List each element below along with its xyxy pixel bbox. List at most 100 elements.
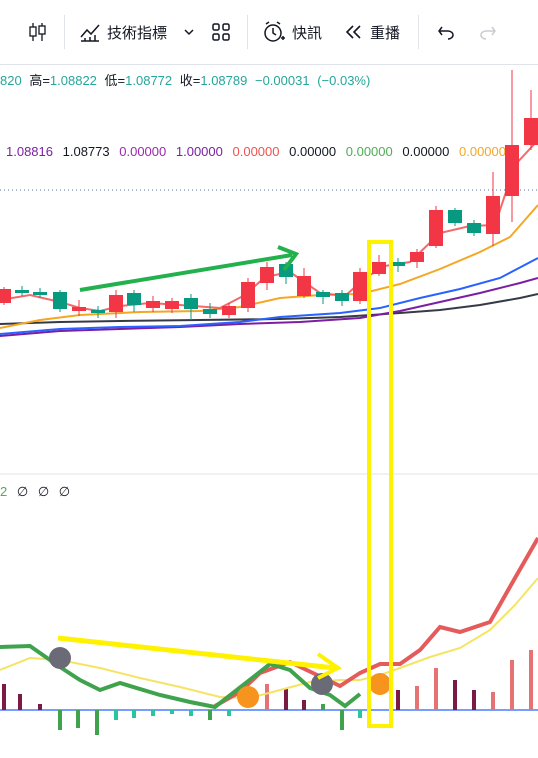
highlight-box xyxy=(367,240,393,728)
candle-body xyxy=(72,307,86,311)
candle-body xyxy=(146,301,160,308)
oscillator-bar xyxy=(453,680,457,710)
oscillator-value: ∅ xyxy=(58,484,71,499)
candle-body xyxy=(109,295,123,312)
oscillator-bar xyxy=(510,660,514,710)
candle-body xyxy=(260,267,274,283)
candle-body xyxy=(467,223,481,233)
redo-button[interactable] xyxy=(479,10,497,54)
oscillator-value: ∅ xyxy=(16,484,29,499)
oscillator-orange-dot xyxy=(369,673,391,695)
oscillator-bar xyxy=(132,710,136,718)
candle-body xyxy=(372,262,386,274)
toolbar-divider xyxy=(247,15,249,49)
oscillator-bar xyxy=(95,710,99,735)
close-label: 收= xyxy=(179,73,201,88)
oscillator-bar xyxy=(529,650,533,710)
indicators-dropdown[interactable] xyxy=(183,10,195,54)
oscillator-bar xyxy=(340,710,344,730)
candle-body xyxy=(203,309,217,314)
candle-body xyxy=(127,293,141,305)
ma-purple-line xyxy=(0,277,538,337)
indicator-value: 1.08773 xyxy=(62,144,110,159)
oscillator-bar xyxy=(170,710,174,714)
candle-body xyxy=(391,262,405,266)
oscillator-bar xyxy=(114,710,118,720)
candle-body xyxy=(353,272,367,301)
change-percent: (−0.03%) xyxy=(317,73,371,88)
oscillator-bar xyxy=(358,710,362,718)
layout-button[interactable] xyxy=(211,10,231,54)
oscillator-bar xyxy=(2,684,6,710)
undo-icon xyxy=(438,26,454,40)
high-value: 1.08822 xyxy=(49,73,97,88)
oscillator-value: ∅ xyxy=(37,484,50,499)
replay-button[interactable]: 重播 xyxy=(344,10,400,54)
ohlc-legend: 820 高=1.08822 低=1.08772 收=1.08789 −0.000… xyxy=(0,70,370,89)
oscillator-gray-dot xyxy=(311,673,333,695)
chevron-down-icon xyxy=(184,29,194,36)
indicator-value: 1.00000 xyxy=(175,144,223,159)
undo-button[interactable] xyxy=(437,10,455,54)
oscillator-green-line xyxy=(0,643,362,710)
candlestick-series xyxy=(0,70,538,320)
low-value: 1.08772 xyxy=(125,73,173,88)
oscillator-bar xyxy=(265,684,269,710)
oscillator-histogram xyxy=(2,650,533,735)
layout-icon xyxy=(212,23,230,41)
oscillator-bar xyxy=(18,694,22,710)
oscillator-bar xyxy=(151,710,155,716)
indicator-value: 0.00000 xyxy=(402,144,450,159)
candle-body xyxy=(15,290,29,293)
candle-body xyxy=(448,210,462,223)
indicator-value: 0.00000 xyxy=(289,144,337,159)
oscillator-legend: 2 ∅ ∅ ∅ xyxy=(0,484,70,500)
candle-body xyxy=(53,292,67,309)
indicator-value: 0.00000 xyxy=(119,144,167,159)
low-label: 低= xyxy=(104,73,126,88)
close-value: 1.08789 xyxy=(200,73,248,88)
redo-icon xyxy=(480,26,496,40)
oscillator-yellow-line xyxy=(0,577,538,700)
candle-type-icon xyxy=(29,23,46,41)
candle-body xyxy=(279,264,293,277)
candle-body xyxy=(297,276,311,296)
indicator-value: 0.00000 xyxy=(232,144,280,159)
candle-body xyxy=(335,293,349,301)
toolbar-divider xyxy=(64,15,65,49)
oscillator-bar xyxy=(396,690,400,710)
alert-clock-icon xyxy=(264,21,286,42)
candle-body xyxy=(165,301,179,309)
indicator-value: 1.08816 xyxy=(6,144,53,159)
change-value: −0.00031 xyxy=(254,73,310,88)
oscillator-bar xyxy=(472,690,476,710)
alerts-button[interactable]: 快訊 xyxy=(262,10,322,54)
oscillator-red-line xyxy=(214,537,538,708)
candle-body xyxy=(91,310,105,313)
high-label: 高= xyxy=(29,73,50,88)
ma-black-line xyxy=(0,293,538,325)
oscillator-bar xyxy=(227,710,231,716)
candle-body xyxy=(184,298,198,309)
indicators-label: 技術指標 xyxy=(107,24,168,42)
candle-body xyxy=(241,282,255,308)
indicator-value: 0.00000 xyxy=(459,144,506,159)
oscillator-bar xyxy=(491,692,495,710)
oscillator-gray-dot xyxy=(49,647,71,669)
toolbar-divider xyxy=(418,15,420,49)
oscillator-partial-value: 2 xyxy=(0,484,8,499)
oscillator-bar xyxy=(208,710,212,720)
oscillator-bar xyxy=(321,704,325,710)
candle-body xyxy=(524,118,538,145)
oscillator-bar xyxy=(284,688,288,710)
ma-blue-line xyxy=(0,257,538,335)
indicator-values-legend: 1.08816 1.08773 0.00000 1.00000 0.00000 … xyxy=(6,144,512,159)
ma-red-line xyxy=(0,139,538,313)
indicators-button[interactable]: 技術指標 xyxy=(79,10,167,54)
candle-type-button[interactable] xyxy=(18,10,58,54)
oscillator-orange-dot xyxy=(237,686,259,708)
candle-body xyxy=(33,292,47,295)
replay-icon xyxy=(345,25,361,39)
open-partial: 820 xyxy=(0,73,22,88)
